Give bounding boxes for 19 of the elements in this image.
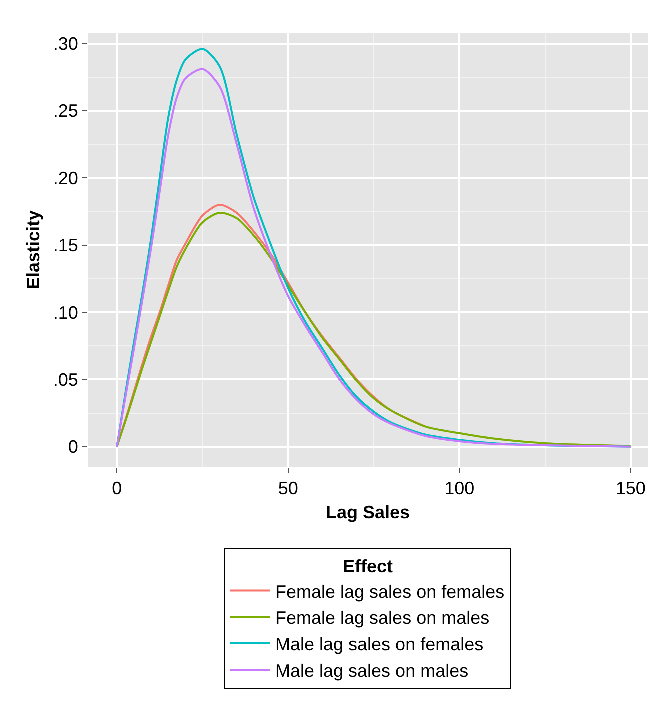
y-tick-label: .10 — [53, 302, 78, 323]
y-tick-label: .05 — [53, 370, 78, 390]
y-tick-label: 0 — [68, 437, 78, 458]
x-axis-title: Lag Sales — [326, 502, 410, 523]
legend-label: Female lag sales on males — [276, 608, 490, 628]
x-tick-label: 100 — [444, 478, 475, 499]
legend-title: Effect — [342, 556, 394, 577]
y-axis-title: Elasticity — [24, 210, 44, 290]
legend-label: Female lag sales on females — [276, 582, 505, 602]
legend-label: Male lag sales on males — [276, 660, 469, 681]
y-tick-label: .25 — [53, 101, 78, 122]
x-tick-label: 50 — [278, 478, 298, 499]
y-tick-label: .20 — [53, 168, 78, 188]
x-tick-label: 150 — [616, 478, 646, 499]
y-tick-label: .30 — [53, 34, 78, 54]
y-tick-label: .15 — [53, 236, 78, 256]
line-series — [116, 212, 632, 448]
legend-label: Male lag sales on females — [276, 634, 484, 655]
x-tick-label: 0 — [112, 478, 122, 499]
